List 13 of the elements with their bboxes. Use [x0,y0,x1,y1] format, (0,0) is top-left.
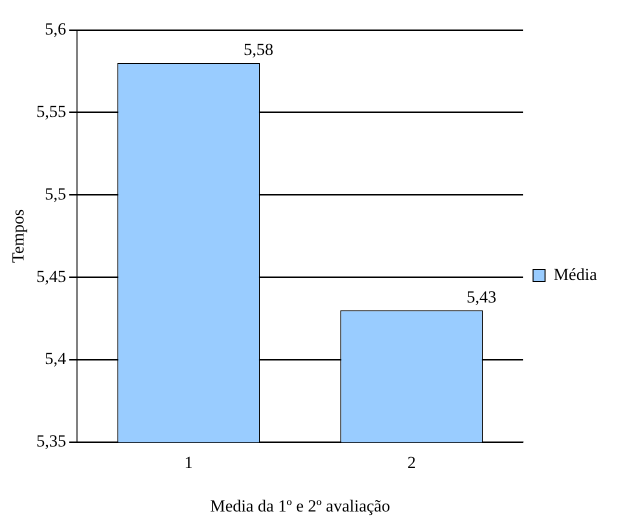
x-tick-label: 1 [184,452,193,472]
y-tick-label: 5,5 [44,184,66,204]
y-tick-label: 5,4 [44,349,67,368]
y-tick-label: 5,45 [36,266,66,286]
data-label: 5,43 [466,287,496,306]
y-axis-title: Tempos [8,209,28,263]
y-tick-label: 5,6 [44,19,66,38]
x-tick-label: 2 [407,452,416,472]
y-tick-label: 5,35 [36,432,66,451]
data-label: 5,58 [244,40,274,59]
y-tick-label: 5,55 [36,102,66,121]
legend-label: Média [554,264,598,284]
x-axis-title: Media da 1º e 2º avaliação [210,496,390,516]
